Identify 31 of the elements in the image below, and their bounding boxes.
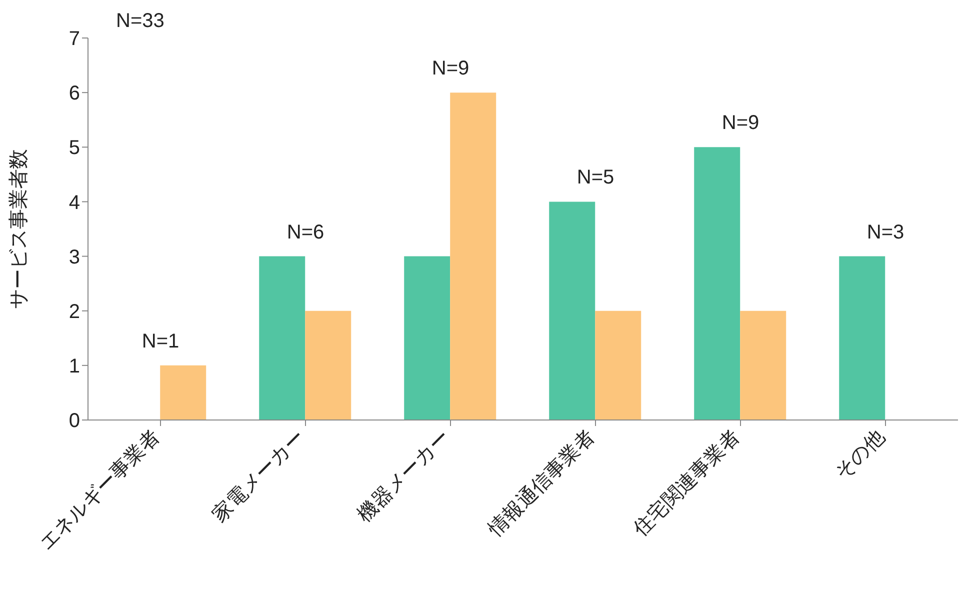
bar bbox=[740, 310, 786, 420]
x-tick-label: その他 bbox=[831, 426, 890, 484]
y-tick-label: 1 bbox=[68, 356, 80, 378]
y-tick-label: 3 bbox=[68, 246, 80, 268]
bar bbox=[694, 147, 740, 420]
bar bbox=[549, 202, 596, 420]
text: N=33 bbox=[116, 10, 164, 33]
annotation: N=6 bbox=[286, 221, 324, 244]
annotation: N=1 bbox=[142, 330, 180, 352]
annotation: N=9 bbox=[432, 58, 470, 80]
y-tick-label: 2 bbox=[68, 300, 80, 323]
bar bbox=[259, 256, 306, 420]
x-tick-label: 情報通信事業者 bbox=[484, 426, 600, 542]
x-tick-label: 機器メーカー bbox=[354, 426, 454, 526]
y-axis-title: サービス事業者数 bbox=[8, 149, 30, 309]
bar bbox=[160, 365, 206, 420]
annotation: N=5 bbox=[576, 166, 614, 189]
y-tick-label: 4 bbox=[68, 192, 80, 214]
bar bbox=[839, 256, 886, 420]
annotation: N=3 bbox=[866, 221, 904, 244]
bar bbox=[404, 256, 450, 420]
annotation: N=9 bbox=[722, 112, 760, 134]
y-tick-label: 6 bbox=[68, 82, 80, 105]
bar bbox=[595, 310, 642, 420]
y-tick-label: 5 bbox=[68, 137, 80, 160]
x-tick-label: 家電メーカー bbox=[208, 426, 310, 526]
y-tick-label: 0 bbox=[68, 410, 80, 432]
y-tick-label: 7 bbox=[68, 28, 80, 50]
bar bbox=[450, 92, 496, 420]
x-tick-label: 住宅関連事業者 bbox=[628, 425, 744, 542]
bar bbox=[305, 310, 352, 420]
